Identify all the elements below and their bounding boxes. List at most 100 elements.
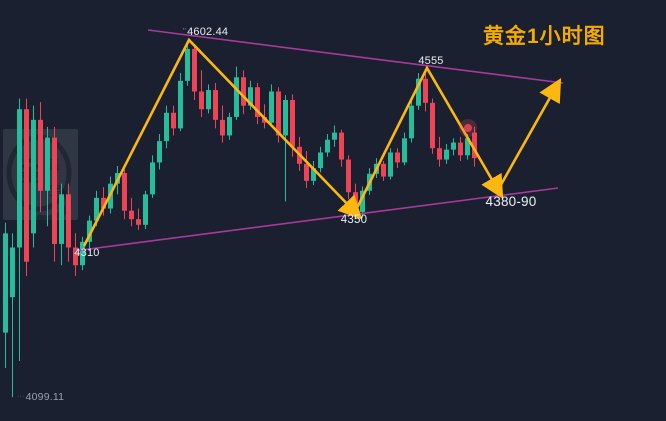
candle bbox=[241, 70, 246, 115]
candle bbox=[220, 105, 225, 143]
chart-title: 黄金1小时图 bbox=[483, 25, 606, 48]
candle bbox=[472, 126, 477, 167]
candle bbox=[38, 102, 43, 213]
candle-body bbox=[150, 162, 155, 195]
candle bbox=[325, 134, 330, 157]
candle bbox=[444, 143, 449, 164]
candle-body bbox=[129, 210, 134, 220]
candle bbox=[311, 160, 316, 186]
candle bbox=[395, 148, 400, 169]
candle-body bbox=[101, 197, 106, 209]
candle-body bbox=[157, 141, 162, 163]
candle-body bbox=[227, 117, 232, 136]
candle-body bbox=[136, 219, 141, 225]
candle-body bbox=[318, 152, 323, 169]
candle-body bbox=[409, 105, 414, 139]
candle bbox=[416, 73, 421, 110]
candle-body bbox=[381, 163, 386, 177]
candle-wick bbox=[285, 95, 286, 202]
candle-body bbox=[220, 119, 225, 136]
candle-body bbox=[10, 247, 15, 298]
candle bbox=[458, 136, 463, 161]
last-price-glow-dot bbox=[464, 124, 472, 132]
candle bbox=[381, 160, 386, 181]
projection-arrow bbox=[496, 77, 562, 191]
candle bbox=[206, 84, 211, 114]
candle-body bbox=[178, 80, 183, 129]
candle-body bbox=[360, 190, 365, 213]
trendline-upper-resistance bbox=[147, 29, 564, 84]
candle bbox=[255, 82, 260, 125]
candle-body bbox=[276, 91, 281, 136]
candle bbox=[423, 73, 428, 112]
candle-body bbox=[332, 132, 337, 140]
candle bbox=[360, 186, 365, 218]
candle bbox=[451, 138, 456, 156]
candle bbox=[94, 190, 99, 227]
candle bbox=[59, 183, 64, 266]
candle-body bbox=[472, 132, 477, 159]
candle-body bbox=[87, 220, 92, 242]
candle-body bbox=[66, 194, 71, 248]
candle bbox=[318, 146, 323, 173]
candle-body bbox=[192, 48, 197, 92]
candle-body bbox=[416, 78, 421, 106]
candle bbox=[276, 87, 281, 143]
watermark-footer-dots: · · · · · · bbox=[19, 205, 39, 211]
candle-body bbox=[59, 194, 64, 244]
candle bbox=[52, 126, 57, 262]
candle bbox=[213, 82, 218, 129]
trendlines-group bbox=[73, 29, 564, 252]
candle bbox=[80, 236, 85, 271]
candle-body bbox=[122, 173, 127, 211]
candle-wick bbox=[264, 104, 265, 129]
candle bbox=[73, 233, 78, 276]
candle bbox=[150, 155, 155, 198]
candle-body bbox=[206, 90, 211, 110]
candle-body bbox=[444, 149, 449, 160]
candle bbox=[171, 105, 176, 136]
candle-body bbox=[171, 112, 176, 129]
candle bbox=[339, 129, 344, 167]
candle-body bbox=[143, 194, 148, 225]
candle bbox=[178, 73, 183, 132]
candle-body bbox=[199, 91, 204, 110]
candle-body bbox=[430, 102, 435, 149]
candle bbox=[185, 40, 190, 86]
candle bbox=[332, 125, 337, 147]
projection-arrow bbox=[353, 65, 504, 213]
candle-body bbox=[45, 137, 50, 191]
candle bbox=[269, 84, 274, 127]
candle bbox=[136, 208, 141, 230]
candle bbox=[3, 222, 8, 369]
candle bbox=[227, 112, 232, 140]
candle bbox=[129, 197, 134, 227]
candle bbox=[248, 80, 253, 110]
candle-body bbox=[241, 77, 246, 106]
projection-path-group bbox=[82, 37, 562, 247]
candle-body bbox=[94, 197, 99, 221]
candle bbox=[45, 126, 50, 227]
candle bbox=[31, 105, 36, 248]
candle-body bbox=[402, 138, 407, 163]
candle bbox=[402, 132, 407, 166]
candle-body bbox=[388, 152, 393, 177]
candle bbox=[157, 134, 162, 170]
candle bbox=[346, 155, 351, 200]
candle-body bbox=[255, 87, 260, 118]
candle bbox=[199, 70, 204, 118]
candle-body bbox=[339, 132, 344, 160]
candle bbox=[430, 98, 435, 154]
candle-body bbox=[31, 119, 36, 234]
candle bbox=[437, 136, 442, 167]
candle-body bbox=[311, 168, 316, 181]
candle bbox=[465, 134, 470, 160]
candle-body bbox=[234, 77, 239, 118]
candle bbox=[10, 233, 15, 398]
candle-body bbox=[283, 100, 288, 136]
candle bbox=[290, 94, 295, 157]
candle-body bbox=[304, 163, 309, 181]
candle-wick bbox=[138, 208, 139, 230]
